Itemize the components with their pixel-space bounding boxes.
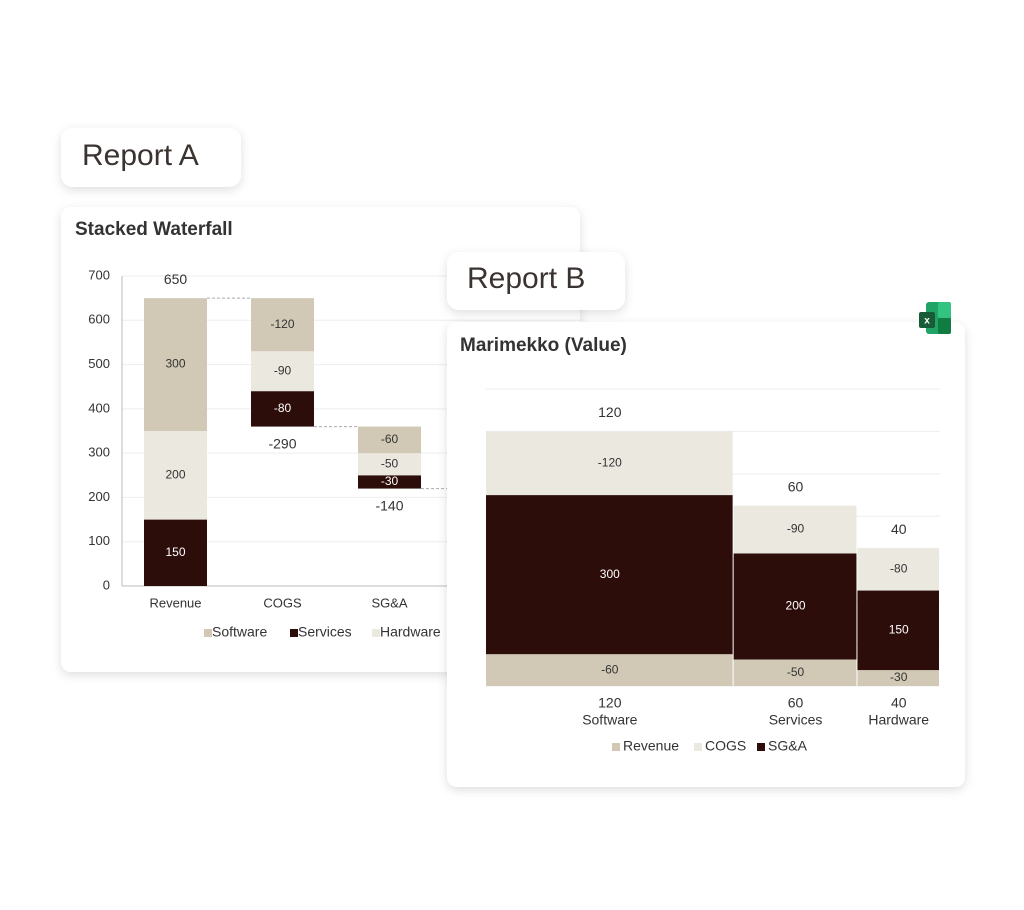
data-label: -120	[598, 455, 622, 469]
x-width-label: 60	[788, 695, 804, 711]
legend-marker	[372, 629, 380, 637]
data-label: -120	[270, 317, 294, 331]
excel-icon: x	[919, 302, 951, 334]
data-label: -90	[274, 363, 292, 377]
x-tick-label: COGS	[263, 595, 302, 610]
data-label: 300	[600, 567, 620, 581]
x-tick-label: SG&A	[371, 595, 407, 610]
data-label: 200	[786, 599, 806, 613]
legend-label: SG&A	[768, 738, 808, 754]
data-label: 200	[165, 467, 185, 481]
legend-marker	[204, 629, 212, 637]
bar-segment	[144, 431, 207, 520]
data-label: -50	[787, 665, 805, 679]
bar-segment	[358, 453, 421, 476]
legend-label: COGS	[705, 738, 746, 754]
bar-segment	[358, 426, 421, 454]
data-label: -80	[274, 401, 292, 415]
data-label: -80	[890, 561, 908, 575]
data-label: -60	[381, 432, 399, 446]
y-tick-label: 300	[88, 445, 110, 460]
bar-segment	[251, 391, 314, 427]
legend-marker	[757, 743, 765, 751]
segment	[486, 495, 733, 655]
y-tick-label: 400	[88, 400, 110, 415]
report-b: Report B Marimekko (Value) x -60 300 -120 1…	[447, 252, 965, 787]
tab-label: Report B	[467, 262, 585, 295]
legend-label: Hardware	[380, 624, 441, 640]
segment	[733, 553, 857, 660]
bar-segment	[144, 519, 207, 586]
total-label: 650	[164, 271, 188, 287]
x-tick-label: Services	[769, 712, 823, 728]
legend-marker	[290, 629, 298, 637]
chart-title: Marimekko (Value)	[460, 335, 627, 356]
segment	[857, 670, 939, 686]
y-tick-label: 700	[88, 267, 110, 282]
legend-marker	[612, 743, 620, 751]
bar-segment	[251, 298, 314, 352]
data-label: -50	[381, 456, 399, 470]
legend-marker	[694, 743, 702, 751]
data-label: 150	[165, 545, 185, 559]
y-tick-label: 200	[88, 489, 110, 504]
y-tick-label: 100	[88, 533, 110, 548]
data-label: -30	[381, 474, 399, 488]
total-label: -290	[268, 435, 296, 451]
total-label: -140	[375, 497, 403, 513]
data-label: 300	[165, 357, 185, 371]
bar-segment	[358, 475, 421, 489]
segment	[857, 548, 939, 591]
tab-label: Report A	[82, 139, 199, 172]
legend-label: Software	[212, 624, 267, 640]
segment	[486, 431, 733, 496]
svg-text:x: x	[924, 316, 930, 327]
legend-label: Services	[298, 624, 352, 640]
x-width-label: 120	[598, 695, 622, 711]
segment	[486, 654, 733, 686]
x-tick-label: Hardware	[868, 712, 929, 728]
chart-title: Stacked Waterfall	[75, 219, 233, 240]
x-width-label: 40	[891, 695, 907, 711]
bar-segment	[251, 351, 314, 392]
segment	[733, 659, 857, 686]
data-label: -90	[787, 522, 805, 536]
y-tick-label: 0	[103, 577, 110, 592]
legend-label: Revenue	[623, 738, 679, 754]
data-label: 150	[889, 622, 909, 636]
tab[interactable]	[61, 128, 241, 187]
y-tick-label: 500	[88, 356, 110, 371]
bar-segment	[144, 298, 207, 431]
x-tick-label: Software	[582, 712, 637, 728]
column-total: 60	[788, 478, 804, 494]
column-total: 40	[891, 521, 907, 537]
data-label: -60	[601, 662, 619, 676]
y-tick-label: 600	[88, 312, 110, 327]
segment	[857, 590, 939, 671]
x-tick-label: Revenue	[149, 595, 201, 610]
tab[interactable]	[447, 252, 625, 310]
segment	[733, 505, 857, 554]
column-total: 120	[598, 404, 622, 420]
data-label: -30	[890, 670, 908, 684]
